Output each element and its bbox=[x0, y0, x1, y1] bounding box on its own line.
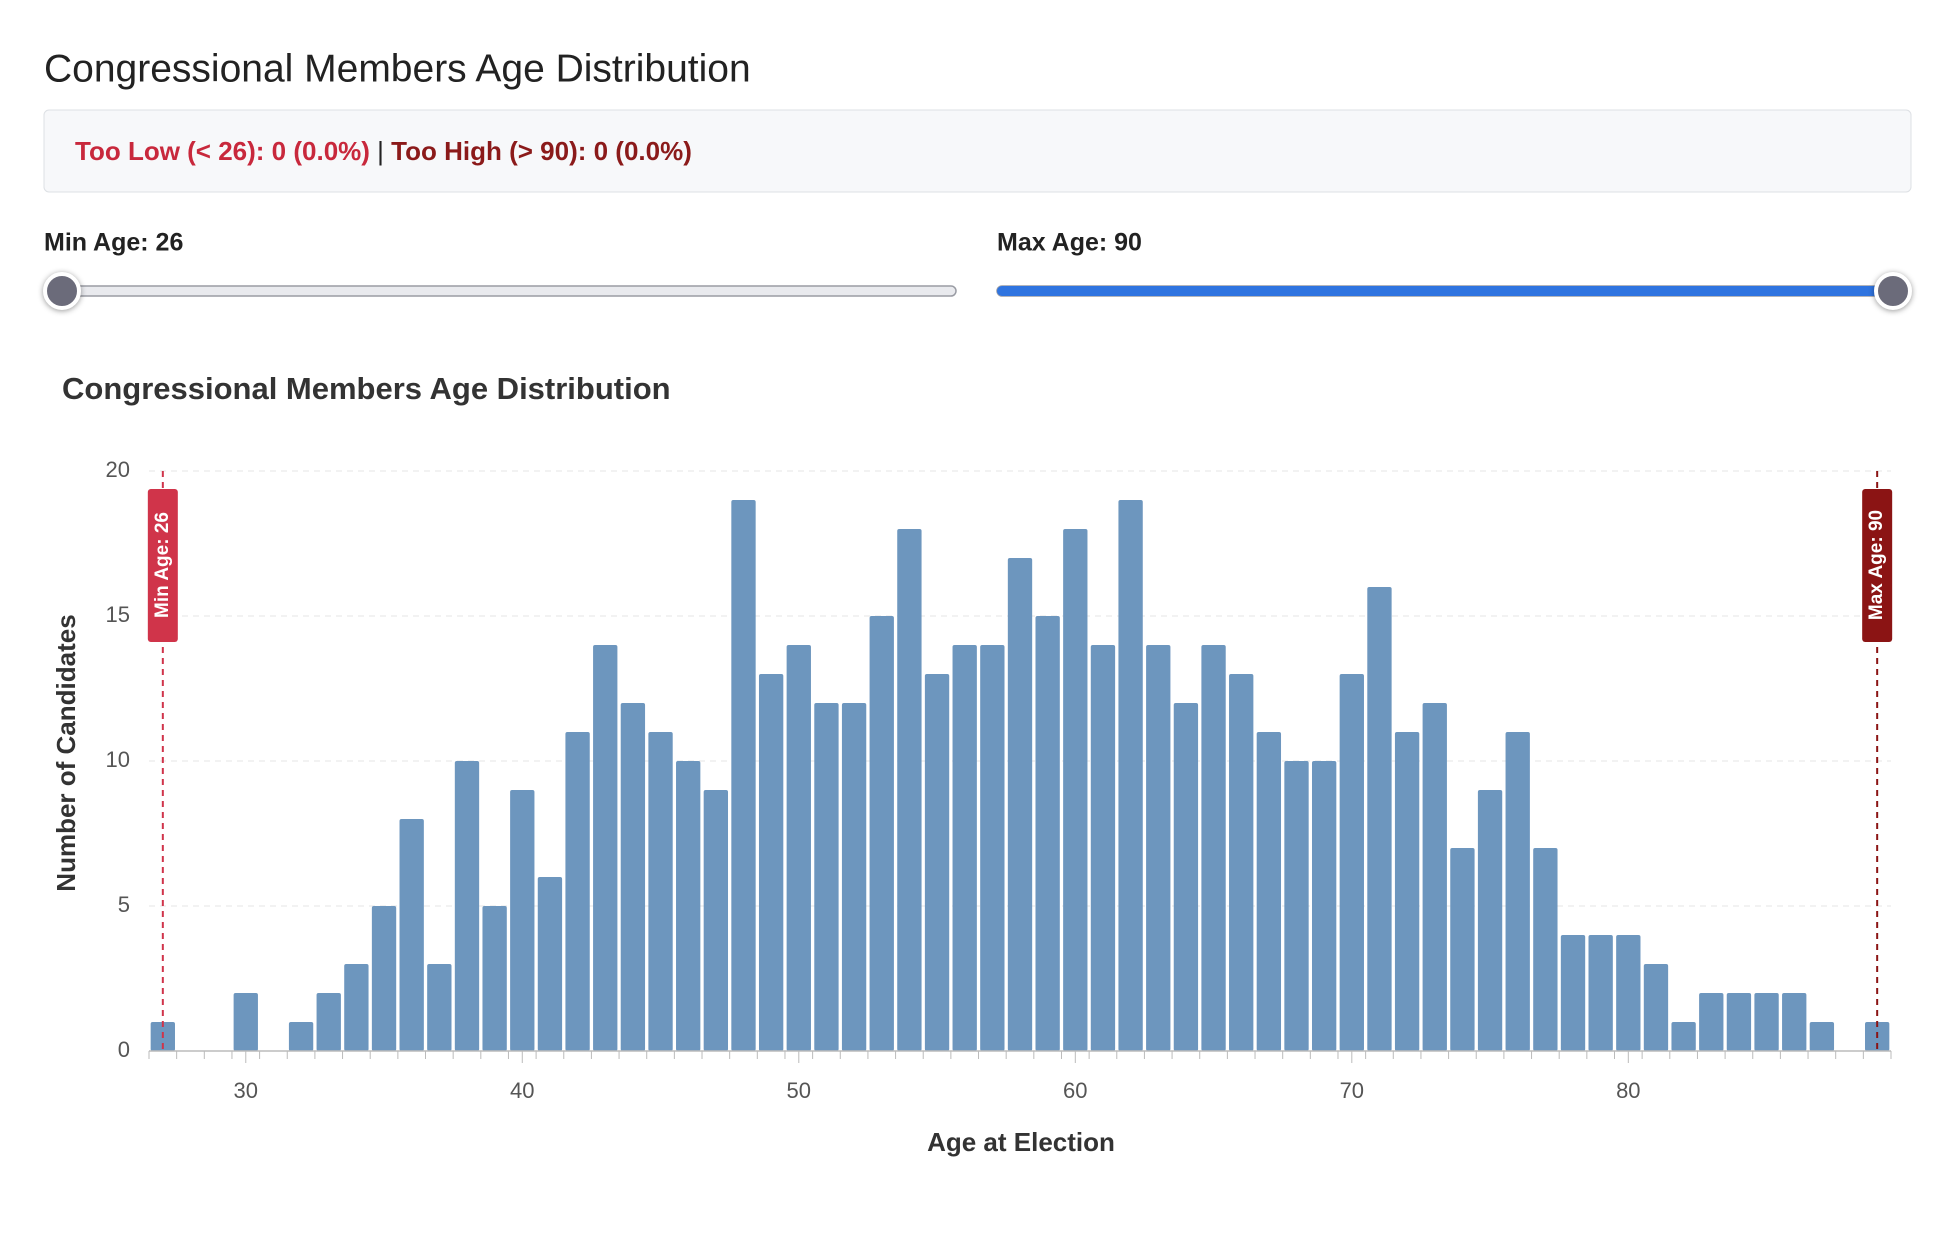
x-tick-label: 70 bbox=[1340, 1078, 1364, 1103]
bar bbox=[1671, 1022, 1696, 1051]
bar bbox=[1063, 529, 1088, 1051]
bar bbox=[510, 790, 535, 1051]
reference-label-box bbox=[147, 489, 178, 642]
y-tick-label: 20 bbox=[106, 457, 130, 482]
too-high: Too High (> 90): 0 (0.0%) bbox=[391, 136, 692, 166]
separator: | bbox=[377, 136, 384, 166]
y-axis-title: Number of Candidates bbox=[51, 614, 81, 891]
bar bbox=[1118, 500, 1143, 1051]
bar bbox=[1809, 1022, 1835, 1051]
bar bbox=[1367, 587, 1392, 1051]
slider-fill bbox=[997, 286, 1893, 296]
bar bbox=[1588, 935, 1613, 1051]
x-tick-label: 40 bbox=[510, 1078, 534, 1103]
bar bbox=[869, 616, 894, 1051]
bar bbox=[1505, 732, 1530, 1051]
bar bbox=[786, 645, 811, 1051]
bar bbox=[980, 645, 1005, 1051]
reference-label-box bbox=[1862, 489, 1893, 642]
reference-label: Min Age: 26 bbox=[152, 512, 173, 618]
bar bbox=[1754, 993, 1779, 1051]
bar bbox=[1726, 993, 1752, 1051]
bar bbox=[620, 703, 646, 1051]
bar bbox=[897, 529, 922, 1051]
bar bbox=[233, 993, 258, 1051]
reference-label: Max Age: 90 bbox=[1866, 510, 1887, 620]
bar bbox=[814, 703, 839, 1051]
bar bbox=[1284, 761, 1309, 1051]
bar bbox=[593, 645, 618, 1051]
x-tick-label: 30 bbox=[234, 1078, 258, 1103]
bar bbox=[371, 906, 397, 1051]
bar bbox=[1229, 674, 1254, 1051]
bar bbox=[731, 500, 756, 1051]
bar bbox=[924, 674, 950, 1051]
bar bbox=[344, 964, 369, 1051]
bar bbox=[1339, 674, 1364, 1051]
bar bbox=[952, 645, 977, 1051]
x-axis-title: Age at Election bbox=[927, 1127, 1115, 1157]
bar bbox=[1422, 703, 1447, 1051]
bar bbox=[1450, 848, 1475, 1051]
x-tick-label: 50 bbox=[787, 1078, 811, 1103]
slider-knob[interactable] bbox=[1874, 272, 1912, 310]
bar bbox=[1090, 645, 1116, 1051]
page-title: Congressional Members Age Distribution bbox=[44, 47, 751, 90]
x-tick-label: 60 bbox=[1063, 1078, 1087, 1103]
bar bbox=[1311, 761, 1337, 1051]
bar bbox=[1477, 790, 1503, 1051]
chart-title: Congressional Members Age Distribution bbox=[62, 371, 671, 406]
bar bbox=[537, 877, 563, 1051]
y-tick-label: 15 bbox=[106, 602, 130, 627]
bar bbox=[1007, 558, 1033, 1051]
bar bbox=[1173, 703, 1199, 1051]
bar bbox=[676, 761, 701, 1051]
bar bbox=[565, 732, 590, 1051]
y-tick-label: 0 bbox=[118, 1037, 130, 1062]
y-tick-label: 10 bbox=[106, 747, 130, 772]
status-text: Too Low (< 26): 0 (0.0%) | Too High (> 9… bbox=[75, 136, 692, 166]
slider-track bbox=[61, 285, 957, 297]
x-tick-label: 80 bbox=[1616, 1078, 1640, 1103]
too-low: Too Low (< 26): 0 (0.0%) bbox=[75, 136, 370, 166]
bar bbox=[1616, 935, 1641, 1051]
min-label: Min Age: 26 bbox=[44, 229, 183, 257]
bar bbox=[288, 1022, 314, 1051]
bar bbox=[482, 906, 507, 1051]
bar bbox=[1782, 993, 1807, 1051]
bar bbox=[1560, 935, 1586, 1051]
status-panel bbox=[43, 109, 1912, 193]
bar bbox=[1394, 732, 1420, 1051]
bar bbox=[703, 790, 729, 1051]
bar bbox=[758, 674, 784, 1051]
bar bbox=[1146, 645, 1171, 1051]
bar bbox=[454, 761, 480, 1051]
max-label: Max Age: 90 bbox=[997, 229, 1142, 257]
bar bbox=[316, 993, 341, 1051]
bar bbox=[841, 703, 867, 1051]
bar bbox=[1201, 645, 1226, 1051]
bar bbox=[1035, 616, 1060, 1051]
bar bbox=[427, 964, 452, 1051]
bar bbox=[648, 732, 673, 1051]
slider-knob[interactable] bbox=[43, 272, 81, 310]
bar bbox=[1533, 848, 1558, 1051]
bar bbox=[1256, 732, 1282, 1051]
bar bbox=[1643, 964, 1669, 1051]
y-tick-label: 5 bbox=[118, 892, 130, 917]
bar bbox=[1699, 993, 1724, 1051]
bar bbox=[399, 819, 424, 1051]
